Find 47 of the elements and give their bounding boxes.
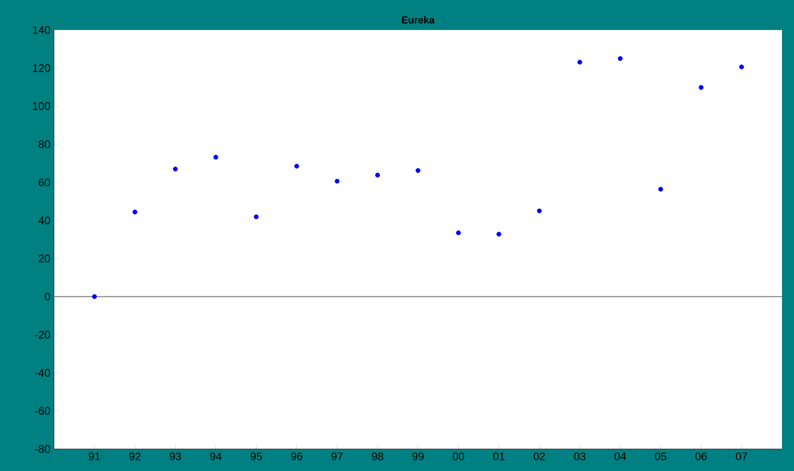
y-tick-label: 40 — [38, 216, 50, 224]
point — [536, 208, 542, 214]
y-tick-label: 0 — [44, 292, 50, 300]
point — [213, 154, 218, 160]
point — [172, 166, 178, 172]
x-tick-label: 01 — [493, 452, 504, 460]
y-tick-label: 140 — [33, 26, 50, 34]
x-tick-label: 97 — [332, 452, 343, 460]
x-tick-label: 06 — [695, 452, 707, 460]
x-tick-label: 94 — [210, 452, 222, 460]
point — [739, 64, 744, 70]
x-tick-label: 04 — [614, 452, 626, 460]
x-tick-label: 98 — [372, 452, 384, 460]
y-tick-label: 20 — [38, 254, 50, 262]
point — [577, 60, 582, 65]
point — [618, 56, 623, 61]
y-tick-label: 120 — [33, 64, 50, 72]
x-tick-label: 92 — [129, 452, 140, 460]
x-tick-label: 96 — [291, 452, 302, 460]
y-tick-label: 60 — [38, 178, 50, 186]
y-tick-label: -20 — [35, 330, 50, 339]
point — [254, 214, 259, 220]
y-tick-label: -60 — [35, 407, 50, 415]
chart-title: Eureka — [402, 16, 435, 24]
point — [92, 294, 97, 300]
x-tick-label: 07 — [736, 452, 748, 460]
point — [334, 178, 340, 184]
x-tick-label: 00 — [452, 452, 464, 460]
x-tick-label: 91 — [88, 452, 100, 460]
x-tick-label: 93 — [170, 452, 181, 460]
point — [132, 210, 138, 214]
point — [456, 230, 461, 236]
x-tick-label: 03 — [574, 452, 586, 460]
point — [698, 85, 704, 90]
x-tick-label: 95 — [250, 452, 262, 460]
x-tick-label: 99 — [412, 452, 424, 460]
y-tick-label: 80 — [38, 140, 50, 148]
y-tick-label: -40 — [35, 368, 50, 377]
point — [658, 186, 664, 192]
y-tick-label: -80 — [35, 445, 50, 453]
point — [294, 164, 300, 169]
x-tick-label: 02 — [534, 452, 545, 460]
point — [416, 168, 420, 173]
x-tick-label: 05 — [655, 452, 666, 460]
point — [496, 232, 502, 237]
point — [375, 172, 380, 178]
y-tick-label: 100 — [33, 102, 50, 110]
